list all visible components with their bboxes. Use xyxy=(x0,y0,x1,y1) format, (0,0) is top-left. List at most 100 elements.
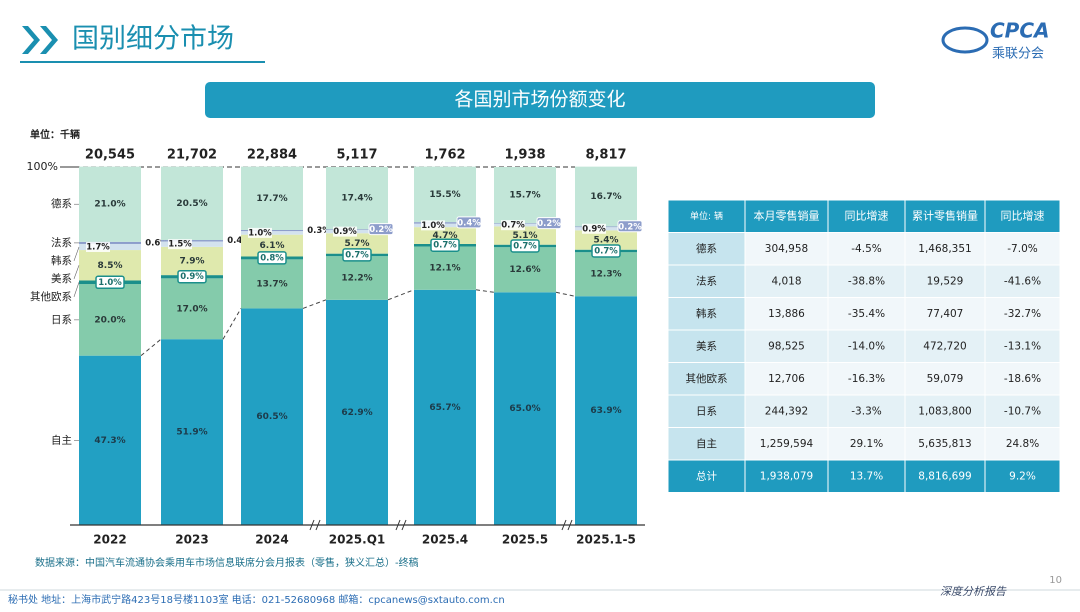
segment-label: 12.6% xyxy=(509,265,540,275)
segment-label: 5.4% xyxy=(594,236,619,246)
segment-label: 4.7% xyxy=(433,231,458,241)
cell-text: 8,816,699 xyxy=(918,470,971,482)
segment-label: 16.7% xyxy=(590,192,621,202)
segment-label: 0.9% xyxy=(333,227,357,237)
bar-segment xyxy=(161,339,223,525)
cell-text: 9.2% xyxy=(1009,470,1036,482)
page-title: 国别细分市场 xyxy=(72,24,234,55)
cell-text: -4.5% xyxy=(851,243,881,255)
cell-text: 13.7% xyxy=(850,470,883,482)
segment-label: 65.7% xyxy=(429,403,460,413)
x-tick-label: 2023 xyxy=(175,533,208,547)
label-box xyxy=(86,242,110,253)
cell-text: 自主 xyxy=(696,437,717,450)
cell-text: 1,938,079 xyxy=(760,470,813,482)
segment-label: 1.0% xyxy=(98,278,122,288)
cell-text: -16.3% xyxy=(848,373,885,385)
legend-label: 日系 xyxy=(51,314,72,326)
table-cell xyxy=(667,297,746,331)
cell-text: 13,886 xyxy=(768,308,805,320)
segment-label: 0.8% xyxy=(260,253,284,263)
table-cell xyxy=(744,427,829,461)
label-box xyxy=(368,223,394,236)
x-tick-label: 2025.Q1 xyxy=(329,533,386,547)
label-box xyxy=(501,220,525,231)
cell-text: 韩系 xyxy=(696,307,717,320)
total-label: 20,545 xyxy=(85,148,135,163)
cell-text: 59,079 xyxy=(927,373,964,385)
cell-text: 其他欧系 xyxy=(686,372,728,385)
segment-label: 0.7% xyxy=(501,221,525,231)
segment-label: 1.5% xyxy=(168,240,192,250)
table-cell xyxy=(744,297,829,331)
bar-segment xyxy=(161,166,223,241)
segment-label: 0.2% xyxy=(618,222,642,232)
total-label: 21,702 xyxy=(167,148,217,163)
x-tick-label: 2022 xyxy=(93,533,126,547)
segment-label: 0.7% xyxy=(594,246,618,256)
header-text: 累计零售销量 xyxy=(912,208,978,222)
segment-label: 0.2% xyxy=(537,219,561,229)
bar-segment xyxy=(575,252,637,297)
bar-segment xyxy=(79,166,141,242)
bar-segment xyxy=(494,292,556,525)
header-text: 单位: 辆 xyxy=(690,210,723,222)
table-cell xyxy=(744,264,829,298)
table-cell xyxy=(904,264,986,298)
chart-title-bar xyxy=(205,82,875,118)
x-tick-label: 2025.4 xyxy=(422,533,468,547)
legend-label: 法系 xyxy=(51,236,72,249)
cell-text: 1,083,800 xyxy=(918,405,971,417)
cell-text: 304,958 xyxy=(765,243,808,255)
segment-label: 13.7% xyxy=(256,279,287,289)
x-tick-label: 2025.1-5 xyxy=(576,533,636,547)
table-cell xyxy=(984,264,1061,298)
label-box xyxy=(582,223,606,234)
table-cell xyxy=(904,329,986,363)
segment-label: 5.7% xyxy=(345,239,370,249)
table-cell xyxy=(984,459,1061,493)
axis-break xyxy=(395,519,401,531)
table-cell xyxy=(827,394,906,428)
bar-segment xyxy=(161,278,223,340)
segment-label: 17.4% xyxy=(341,194,372,204)
segment-label: 0.9% xyxy=(582,224,606,234)
cell-text: -7.0% xyxy=(1007,243,1037,255)
segment-label: 0.7% xyxy=(433,241,457,251)
total-label: 8,817 xyxy=(585,148,626,163)
segment-label: 15.7% xyxy=(509,191,540,201)
header-cell xyxy=(984,199,1061,233)
bar-segment xyxy=(79,250,141,281)
logo-sub: 乘联分会 xyxy=(992,47,1044,62)
cell-text: 472,720 xyxy=(923,340,966,352)
legend-label: 自主 xyxy=(51,433,72,446)
page-number: 10 xyxy=(1049,575,1062,586)
table-cell xyxy=(667,394,746,428)
cell-text: 19,529 xyxy=(927,275,964,287)
table-cell xyxy=(904,394,986,428)
segment-label: 1.0% xyxy=(421,221,445,231)
table-cell xyxy=(984,297,1061,331)
segment-label: 12.2% xyxy=(341,273,372,283)
bar-segment xyxy=(326,233,388,254)
legend-label: 韩系 xyxy=(51,254,72,267)
table-cell xyxy=(984,329,1061,363)
bar-segment xyxy=(575,296,637,525)
cell-text: 德系 xyxy=(696,242,717,255)
footer-address: 秘书处 地址：上海市武宁路423号18号楼1103室 电话：021-526809… xyxy=(8,593,505,606)
leader xyxy=(73,265,80,279)
segment-label: 21.0% xyxy=(94,200,125,210)
cell-text: 法系 xyxy=(696,274,717,287)
connector xyxy=(140,338,162,357)
x-tick-label: 2025.5 xyxy=(502,533,548,547)
segment-label: 65.0% xyxy=(509,404,540,414)
cell-text: -13.1% xyxy=(1004,340,1041,352)
bar-segment xyxy=(575,230,637,250)
label-box xyxy=(342,248,372,262)
total-label: 22,884 xyxy=(247,148,297,163)
total-label: 5,117 xyxy=(336,148,377,163)
bar-segment xyxy=(241,308,303,525)
bar-segment xyxy=(326,256,388,300)
bar-segment xyxy=(494,247,556,293)
logo-mark xyxy=(941,26,989,54)
